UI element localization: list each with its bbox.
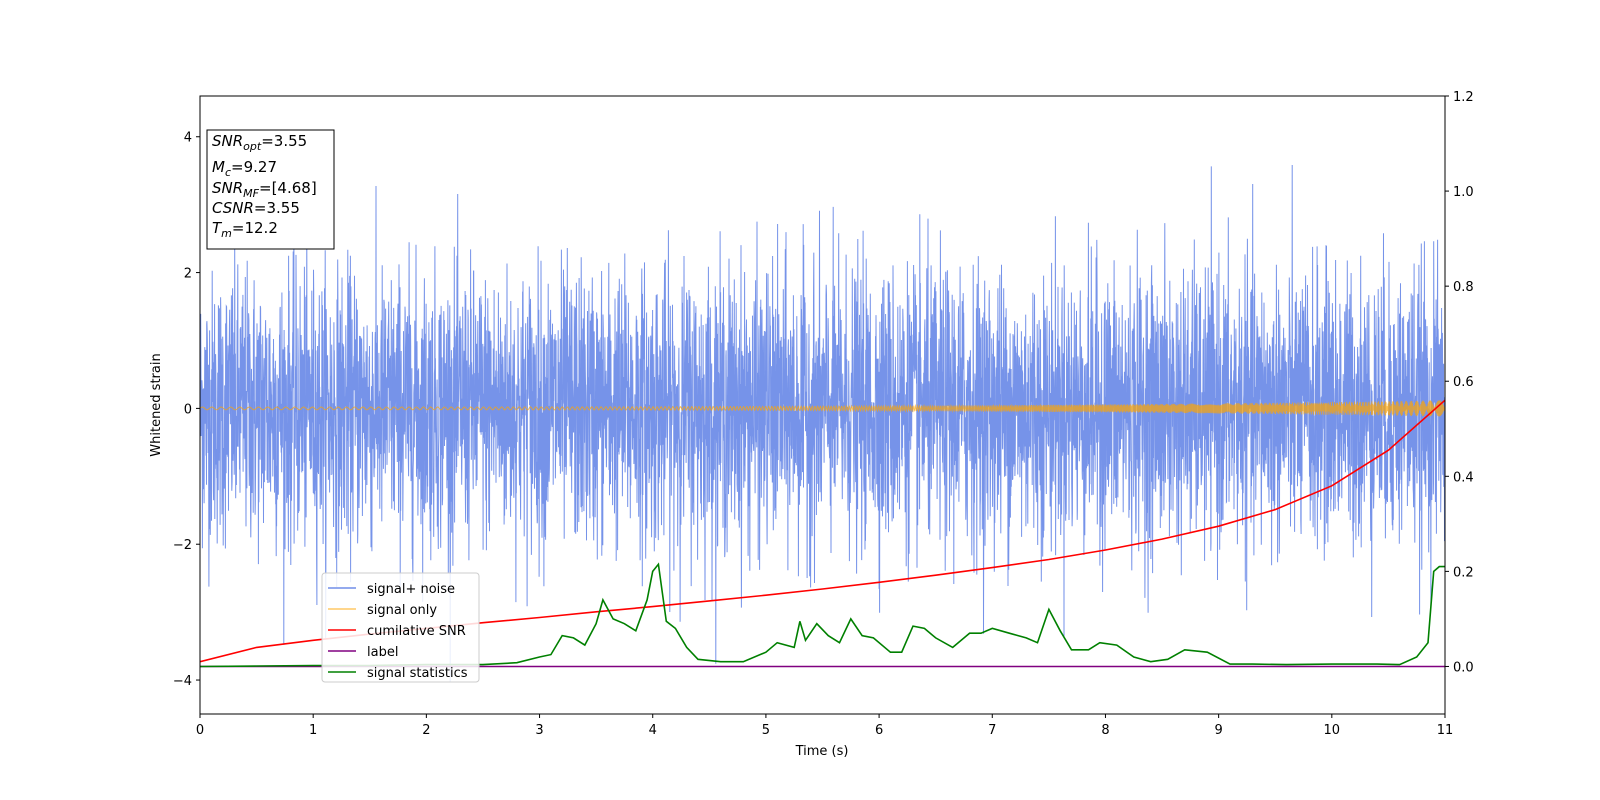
y-tick-label: 0: [184, 402, 192, 417]
x-tick-label: 7: [988, 723, 996, 738]
legend-entry: signal only: [367, 603, 437, 618]
signal-statistics-line: [200, 562, 1445, 668]
x-tick-label: 3: [535, 723, 543, 738]
x-tick-label: 5: [762, 723, 770, 738]
x-tick-label: 2: [422, 723, 430, 738]
x-tick-label: 8: [1101, 723, 1109, 738]
signal-plus-noise-line: [200, 164, 1445, 682]
legend-entry: label: [367, 645, 398, 660]
info-box-line: SNRopt=3.55: [212, 132, 307, 153]
y2-tick-label: 1.0: [1453, 185, 1474, 200]
legend-entry: cumilative SNR: [367, 624, 466, 639]
y-axis-right-ticks: 0.0 0.2 0.4 0.6 0.8 1.0 1.2: [1445, 90, 1474, 675]
info-box-line: CSNR=3.55: [212, 199, 300, 217]
x-tick-label: 11: [1437, 723, 1454, 738]
info-box-frame: [206, 129, 335, 250]
y2-tick-label: 0.8: [1453, 280, 1474, 295]
y-axis-label: Whitened strain: [149, 353, 164, 456]
info-box-line: Mc=9.27: [212, 158, 277, 179]
legend-entry: signal+ noise: [367, 582, 455, 597]
y-tick-label: 2: [184, 267, 192, 282]
signal-plus-noise-series: [200, 164, 1445, 682]
y-tick-label: −2: [173, 538, 192, 553]
signal-only-line: [200, 400, 1445, 417]
y2-tick-label: 0.4: [1453, 470, 1474, 485]
x-axis-label: Time (s): [795, 744, 849, 759]
x-tick-label: 6: [875, 723, 883, 738]
signal-only-series: [200, 400, 1445, 417]
y-axis-left-ticks: −4 −2 0 2 4: [173, 131, 200, 689]
info-box-line: SNRMF=[4.68]: [212, 179, 317, 200]
y2-tick-label: 0.6: [1453, 375, 1474, 390]
y-tick-label: −4: [173, 674, 192, 689]
y-tick-label: 4: [184, 131, 192, 146]
legend-frame: [321, 572, 480, 683]
plot-frame: [199, 95, 1446, 715]
y2-tick-label: 0.2: [1453, 565, 1474, 580]
y2-tick-label: 1.2: [1453, 90, 1474, 105]
x-tick-label: 10: [1324, 723, 1341, 738]
x-tick-label: 1: [309, 723, 317, 738]
legend: signal+ noise signal only cumilative SNR la…: [321, 572, 480, 683]
info-box-line: Tm=12.2: [212, 219, 278, 240]
x-axis-ticks: 0 1 2 3 4 5 6 7 8 9 10 11: [196, 714, 1453, 738]
x-tick-label: 4: [649, 723, 657, 738]
y2-tick-label: 0.0: [1453, 660, 1474, 675]
x-tick-label: 9: [1214, 723, 1222, 738]
legend-entry: signal statistics: [367, 666, 468, 681]
x-tick-label: 0: [196, 723, 204, 738]
